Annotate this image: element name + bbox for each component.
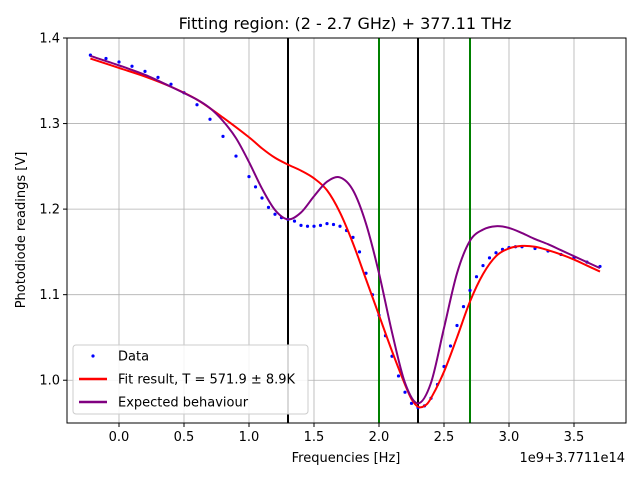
x-tick-label: 2.5	[434, 430, 455, 445]
legend-label: Fit result, T = 571.9 ± 8.9K	[118, 373, 296, 388]
data-point	[338, 224, 342, 228]
data-point	[403, 390, 407, 394]
x-tick-label: 1.5	[304, 430, 325, 445]
x-tick-label: 3.5	[564, 430, 585, 445]
data-point	[208, 117, 212, 121]
data-point	[325, 222, 329, 226]
legend-label: Data	[118, 350, 149, 365]
data-point	[130, 64, 134, 68]
expected-behaviour-line	[90, 55, 601, 405]
y-axis-label: Photodiode readings [V]	[14, 152, 29, 309]
x-tick-label: 0.5	[174, 430, 195, 445]
data-point	[221, 134, 225, 138]
y-tick-label: 1.3	[39, 117, 60, 132]
data-point	[253, 185, 258, 189]
y-tick-label: 1.1	[39, 288, 60, 303]
fit-result-line	[90, 57, 601, 409]
data-point	[474, 275, 479, 279]
data-point	[357, 250, 362, 254]
x-tick-label: 1.0	[239, 430, 260, 445]
data-point	[195, 103, 199, 107]
data-point	[156, 75, 160, 79]
data-point	[396, 374, 401, 378]
x-tick-label: 0.0	[109, 430, 130, 445]
axis-ticks: 0.0 0.5 1.0 1.5 2.0 2.5 3.0 3.5 1.0 1.1 1.2 1.3 1.4	[39, 32, 584, 446]
data-point	[104, 56, 108, 61]
chart-title: Fitting region: (2 - 2.7 GHz) + 377.11 T…	[179, 14, 512, 33]
data-point	[312, 224, 316, 228]
data-point	[247, 175, 251, 179]
data-point	[260, 196, 264, 200]
y-tick-label: 1.4	[39, 32, 60, 47]
data-point	[266, 205, 271, 209]
legend-box	[72, 344, 309, 415]
data-point	[481, 263, 485, 268]
plot-frame	[66, 37, 627, 424]
data-point	[468, 288, 472, 292]
y-tick-label: 1.2	[39, 203, 60, 218]
data-point	[448, 344, 453, 348]
x-tick-label: 2.0	[369, 430, 390, 445]
data-point	[117, 60, 121, 64]
legend: Data Fit result, T = 571.9 ± 8.9K Expected…	[72, 344, 309, 415]
legend-label: Expected behaviour	[118, 396, 249, 411]
x-axis-offset-label: 1e9+3.7711e14	[520, 451, 625, 466]
data-point	[487, 256, 492, 260]
data-point	[143, 69, 147, 73]
data-point	[169, 82, 173, 86]
y-tick-label: 1.0	[39, 374, 60, 389]
data-point	[234, 154, 238, 158]
data-point	[292, 219, 297, 223]
data-point	[494, 251, 498, 255]
x-tick-label: 3.0	[499, 430, 520, 445]
data-point	[305, 224, 310, 228]
legend-marker-data	[91, 354, 95, 358]
data-point	[461, 305, 466, 309]
data-point	[331, 222, 336, 227]
x-axis-label: Frequencies [Hz]	[292, 451, 401, 466]
data-point	[318, 223, 323, 227]
data-point	[299, 223, 303, 227]
data-point	[273, 212, 277, 216]
data-point	[351, 235, 355, 239]
data-point	[455, 323, 459, 328]
data-point	[409, 401, 414, 405]
plot-series	[88, 53, 602, 410]
